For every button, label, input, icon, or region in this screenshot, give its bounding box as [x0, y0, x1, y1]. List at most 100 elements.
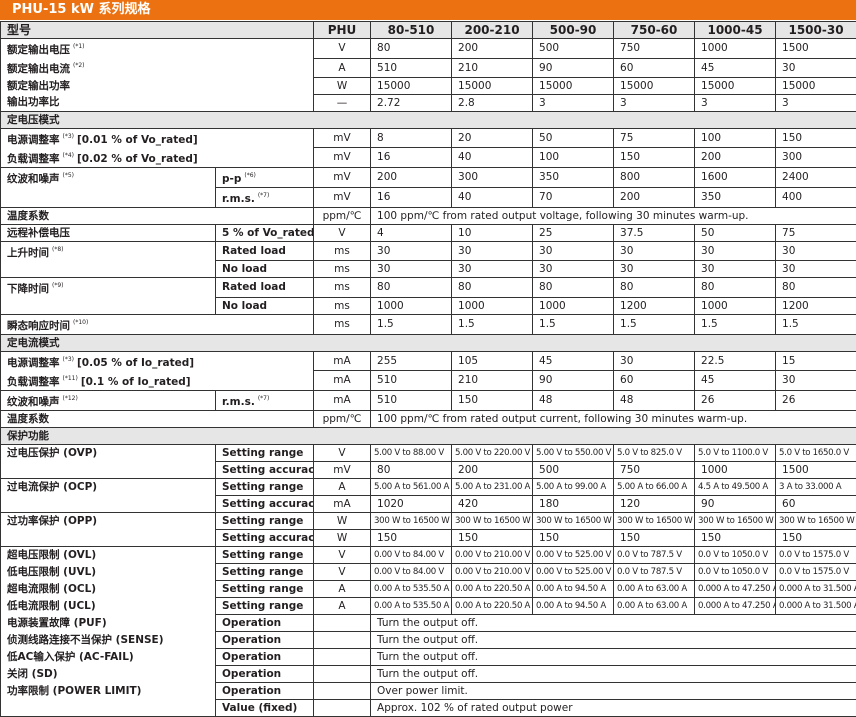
row-value: 105 [452, 351, 533, 371]
row-label-text: 纹波和噪声 [7, 173, 60, 185]
row-sublabel-text: Setting accuracy [222, 498, 314, 510]
row-value-text: 1.5 [620, 318, 637, 330]
row-unit: mV [314, 461, 371, 478]
row-sublabel: Value (fixed) [216, 699, 314, 716]
row-value: 1500 [776, 39, 856, 59]
row-value-text: 3 [701, 97, 708, 109]
row-label: 超电流限制 (OCL) [1, 580, 216, 597]
row-value-text: 15000 [782, 80, 815, 92]
row-value: 500 [533, 461, 614, 478]
row-label [1, 461, 216, 478]
row-value-text: 0.00 V to 525.00 V [536, 550, 611, 560]
row-sublabel: 5 % of Vo_rated [216, 224, 314, 241]
row-value-text: 200 [458, 464, 478, 476]
row-unit: V [314, 444, 371, 461]
row-label-text: 温度系数 [7, 413, 49, 425]
row-label: 电源调整率(*3)[0.05 % of Io_rated] [1, 351, 314, 371]
row-unit-text: mV [333, 191, 350, 203]
row-label: 上升时间(*8) [1, 241, 216, 261]
row-label [1, 187, 216, 207]
row-sublabel: Setting range [216, 512, 314, 529]
row-value: 0.0 V to 1050.0 V [695, 563, 776, 580]
row-value-span: Turn the output off. [371, 665, 856, 682]
row-unit: mA [314, 371, 371, 391]
row-value-text: 37.5 [620, 227, 643, 239]
row-value: 3 [695, 94, 776, 111]
header-model-label: 型号 [1, 22, 314, 39]
row-value-text: 30 [458, 245, 471, 257]
row-label [1, 297, 216, 314]
footnote-ref: (*1) [73, 43, 85, 50]
row-value: 80 [776, 278, 856, 298]
row-value-text: 3 [782, 97, 789, 109]
row-value-span: 100 ppm/℃ from rated output current, fol… [371, 410, 856, 427]
header-model-text: 500-90 [550, 23, 597, 37]
row-label-extra: [0.02 % of Vo_rated] [77, 153, 198, 165]
row-unit-text: ppm/℃ [323, 210, 362, 222]
row-value: 0.0 V to 1575.0 V [776, 563, 856, 580]
row-value-text: 150 [539, 532, 559, 544]
row-label-text: 负载调整率 [7, 153, 60, 165]
row-value-text: 45 [539, 355, 552, 367]
row-value-text: 100 [539, 151, 559, 163]
row-value-text: 15000 [539, 80, 572, 92]
row-label-text: 电源装置故障 (PUF) [7, 617, 107, 629]
row-value-text: 80 [782, 281, 795, 293]
row-label: 低AC输入保护 (AC-FAIL) [1, 648, 216, 665]
row-value: 3 [776, 94, 856, 111]
row-value: 30 [533, 241, 614, 261]
row-unit-text: mV [333, 171, 350, 183]
row-value-text: 150 [458, 532, 478, 544]
row-value-span: Turn the output off. [371, 631, 856, 648]
row-value-text: 0.0 V to 1050.0 V [698, 567, 768, 577]
row-value: 0.000 A to 31.500 A [776, 597, 856, 614]
row-value: 5.0 V to 825.0 V [614, 444, 695, 461]
row-label: 电源调整率(*3)[0.01 % of Vo_rated] [1, 128, 314, 148]
row-sublabel: Setting accuracy [216, 495, 314, 512]
row-value-text: 150 [377, 532, 397, 544]
row-value: 210 [452, 58, 533, 77]
row-value: 90 [533, 58, 614, 77]
row-value-text: 0.000 A to 31.500 A [779, 601, 856, 611]
row-value-text: 30 [377, 245, 390, 257]
row-value: 25 [533, 224, 614, 241]
row-value-text: 45 [701, 374, 714, 386]
row-value: 300 W to 16500 W [452, 512, 533, 529]
row-sublabel: Setting range [216, 580, 314, 597]
row-sublabel: Setting range [216, 563, 314, 580]
row-sublabel-text: Setting range [222, 600, 303, 612]
row-unit [314, 631, 371, 648]
row-value: 510 [371, 371, 452, 391]
row-value: 0.00 A to 63.00 A [614, 597, 695, 614]
row-value-text: 210 [458, 62, 478, 74]
row-label: 过电压保护 (OVP) [1, 444, 216, 461]
row-label: 额定输出功率 [1, 77, 314, 94]
row-value: 10 [452, 224, 533, 241]
row-value-text: 1000 [701, 464, 728, 476]
row-label [1, 699, 216, 716]
row-unit: A [314, 58, 371, 77]
row-value-text: 4 [377, 227, 384, 239]
section-title: 定电流模式 [1, 334, 856, 351]
row-unit-text: ms [334, 263, 350, 275]
row-value-text: 0.00 V to 210.00 V [455, 567, 530, 577]
row-unit: W [314, 512, 371, 529]
row-value-text: 200 [377, 171, 397, 183]
row-unit [314, 665, 371, 682]
row-value: 15000 [695, 77, 776, 94]
row-value: 5.00 V to 550.00 V [533, 444, 614, 461]
row-label: 纹波和噪声(*12) [1, 390, 216, 410]
row-value: 80 [371, 461, 452, 478]
row-sublabel: Operation [216, 682, 314, 699]
row-value-text: 200 [701, 151, 721, 163]
row-value: 150 [371, 529, 452, 546]
row-label-text: 额定输出电压 [7, 44, 70, 56]
row-unit [314, 648, 371, 665]
row-value: 30 [776, 261, 856, 278]
